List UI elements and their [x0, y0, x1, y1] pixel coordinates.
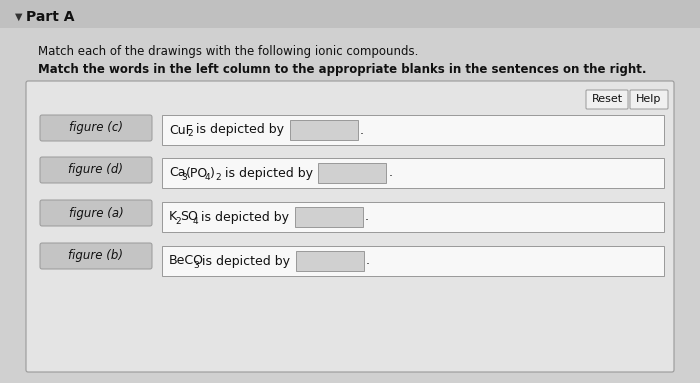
- FancyBboxPatch shape: [318, 163, 386, 183]
- FancyBboxPatch shape: [290, 120, 358, 140]
- FancyBboxPatch shape: [26, 81, 674, 372]
- Text: is depicted by: is depicted by: [198, 254, 295, 267]
- Text: CuF: CuF: [169, 123, 192, 136]
- FancyBboxPatch shape: [296, 251, 364, 271]
- Text: .: .: [360, 123, 364, 136]
- Text: 2: 2: [216, 172, 221, 182]
- Text: 4: 4: [193, 216, 198, 226]
- Text: .: .: [365, 211, 369, 224]
- Text: is depicted by: is depicted by: [193, 123, 288, 136]
- Text: 2: 2: [188, 129, 193, 139]
- Text: SO: SO: [180, 211, 198, 224]
- Text: Reset: Reset: [592, 95, 622, 105]
- FancyBboxPatch shape: [162, 115, 664, 145]
- FancyBboxPatch shape: [630, 90, 668, 109]
- FancyBboxPatch shape: [40, 115, 152, 141]
- FancyBboxPatch shape: [162, 202, 664, 232]
- FancyBboxPatch shape: [162, 158, 664, 188]
- FancyBboxPatch shape: [162, 246, 664, 276]
- Text: .: .: [389, 167, 392, 180]
- Text: 3: 3: [181, 172, 187, 182]
- Text: BeCO: BeCO: [169, 254, 204, 267]
- Text: (PO: (PO: [186, 167, 209, 180]
- Text: K: K: [169, 211, 177, 224]
- Text: figure (c): figure (c): [69, 121, 123, 134]
- FancyBboxPatch shape: [586, 90, 628, 109]
- Text: Ca: Ca: [169, 167, 186, 180]
- Text: figure (a): figure (a): [69, 206, 123, 219]
- Text: is depicted by: is depicted by: [220, 167, 316, 180]
- FancyBboxPatch shape: [295, 207, 363, 227]
- Text: figure (b): figure (b): [69, 249, 123, 262]
- Text: Help: Help: [636, 95, 662, 105]
- Text: .: .: [366, 254, 370, 267]
- FancyBboxPatch shape: [40, 200, 152, 226]
- Text: 4: 4: [204, 172, 210, 182]
- Text: figure (d): figure (d): [69, 164, 123, 177]
- Text: ): ): [209, 167, 214, 180]
- Text: Match each of the drawings with the following ionic compounds.: Match each of the drawings with the foll…: [38, 46, 419, 59]
- Text: 2: 2: [175, 216, 181, 226]
- FancyBboxPatch shape: [40, 157, 152, 183]
- Text: Part A: Part A: [26, 10, 74, 24]
- Text: ▼: ▼: [15, 12, 22, 22]
- Text: is depicted by: is depicted by: [197, 211, 293, 224]
- FancyBboxPatch shape: [0, 28, 700, 383]
- Text: 3: 3: [193, 260, 199, 270]
- Text: Match the words in the left column to the appropriate blanks in the sentences on: Match the words in the left column to th…: [38, 64, 647, 77]
- FancyBboxPatch shape: [40, 243, 152, 269]
- FancyBboxPatch shape: [0, 0, 700, 28]
